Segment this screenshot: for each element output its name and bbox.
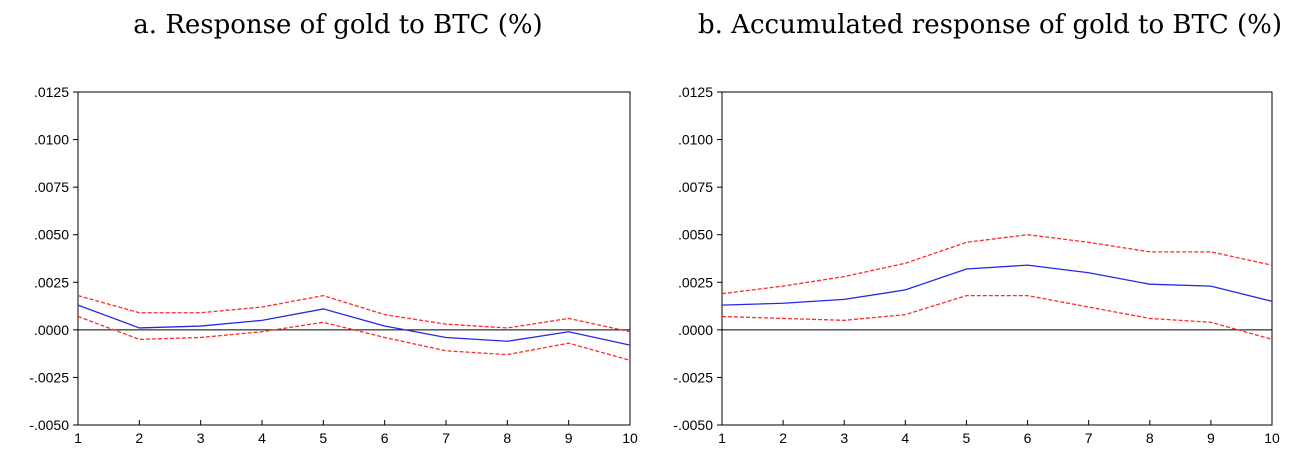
x-tick-label: 5	[963, 430, 971, 446]
y-tick-label: -.0025	[673, 369, 713, 385]
x-tick-label: 8	[503, 430, 511, 446]
plot-frame	[77, 91, 631, 426]
x-tick-label: 9	[1207, 430, 1215, 446]
x-tick-label: 2	[135, 430, 143, 446]
x-tick-label: 5	[319, 430, 327, 446]
series-line-lower-band	[721, 294, 1273, 340]
series-line-upper-band	[77, 294, 631, 333]
chart-panel-b: b. Accumulated response of gold to BTC (…	[673, 10, 1282, 446]
y-tick-label: -.0025	[29, 369, 69, 385]
y-tick-label: .0125	[678, 84, 713, 100]
x-tick-label: 10	[622, 430, 638, 446]
x-tick-label: 1	[718, 430, 726, 446]
y-tick-label: .0100	[678, 132, 713, 148]
y-tick-label: .0000	[34, 322, 69, 338]
y-tick-label: .0025	[34, 274, 69, 290]
chart-title: a. Response of gold to BTC (%)	[133, 10, 542, 40]
x-tick-label: 6	[1024, 430, 1032, 446]
x-tick-label: 3	[197, 430, 205, 446]
x-tick-label: 9	[565, 430, 573, 446]
x-tick-label: 7	[1085, 430, 1093, 446]
y-tick-label: .0075	[34, 179, 69, 195]
x-tick-label: 2	[779, 430, 787, 446]
series-line-lower-band	[77, 315, 631, 361]
y-tick-label: -.0050	[29, 417, 69, 433]
x-tick-label: 8	[1146, 430, 1154, 446]
chart-panel-a: a. Response of gold to BTC (%) .0125 .0100…	[29, 10, 638, 446]
x-tick-label: 4	[901, 430, 909, 446]
y-tick-label: .0125	[34, 84, 69, 100]
y-tick-label: .0050	[34, 227, 69, 243]
y-tick-label: .0075	[678, 179, 713, 195]
series-line-response	[77, 304, 631, 346]
y-tick-label: .0025	[678, 274, 713, 290]
y-tick-label: .0100	[34, 132, 69, 148]
y-tick-label: .0000	[678, 322, 713, 338]
y-tick-label: -.0050	[673, 417, 713, 433]
x-tick-label: 10	[1264, 430, 1280, 446]
series-line-response	[721, 264, 1273, 306]
series-line-upper-band	[721, 234, 1273, 295]
plot-frame	[721, 91, 1273, 426]
x-tick-label: 1	[74, 430, 82, 446]
x-tick-label: 7	[442, 430, 450, 446]
x-tick-label: 3	[840, 430, 848, 446]
x-tick-label: 4	[258, 430, 266, 446]
y-tick-label: .0050	[678, 227, 713, 243]
x-tick-label: 6	[381, 430, 389, 446]
chart-title: b. Accumulated response of gold to BTC (…	[698, 10, 1282, 40]
